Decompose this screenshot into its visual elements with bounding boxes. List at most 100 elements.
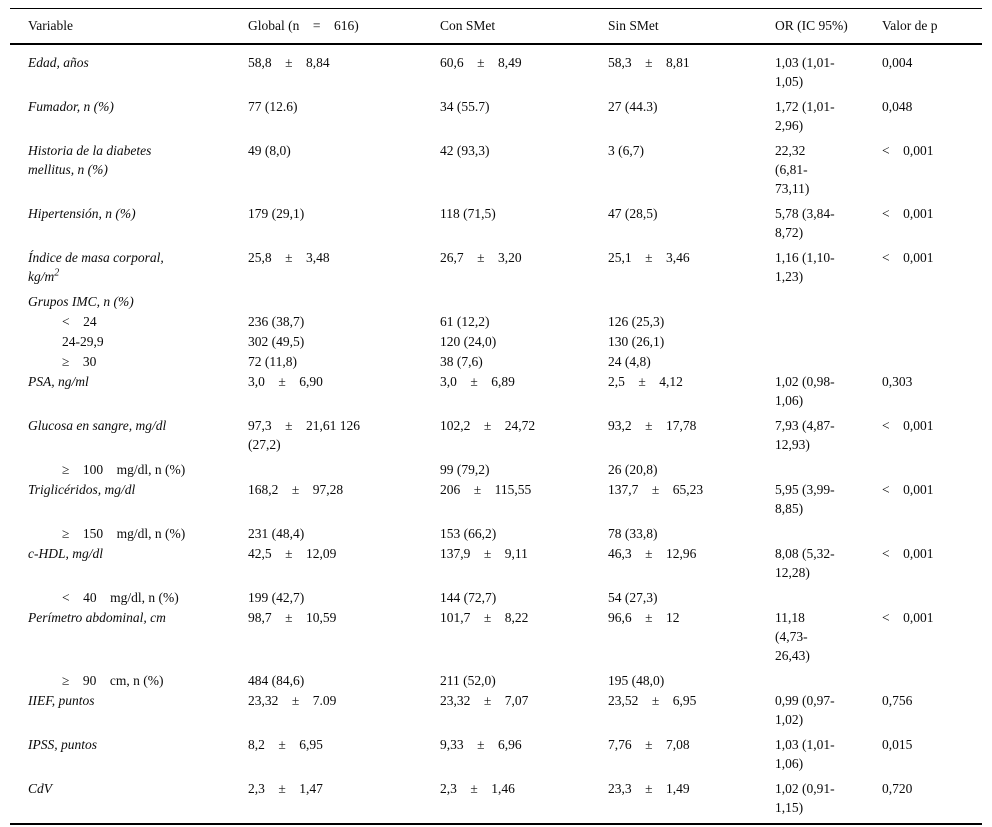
- cell-text: < 0,001: [882, 610, 934, 625]
- cell-text: 54 (27,3): [608, 590, 658, 605]
- variable-cell: ≥ 30: [10, 352, 248, 372]
- cell-text: ≥ 100 mg/dl, n (%): [62, 462, 186, 477]
- cell-text: 22,32 (6,81- 73,11): [775, 143, 810, 196]
- cell-text: 120 (24,0): [440, 334, 497, 349]
- or-cell: 1,02 (0,98- 1,06): [775, 372, 882, 416]
- p-cell: < 0,001: [882, 544, 982, 588]
- con-smet-cell: 38 (7,6): [440, 352, 608, 372]
- cell-text: 101,7 ± 8,22: [440, 610, 529, 625]
- p-cell: [882, 312, 982, 332]
- con-smet-cell: 102,2 ± 24,72: [440, 416, 608, 460]
- cell-text: PSA, ng/ml: [28, 374, 89, 389]
- cell-text: 58,3 ± 8,81: [608, 55, 690, 70]
- table-row: Índice de masa corporal, kg/m2 25,8 ± 3,4…: [10, 248, 982, 292]
- table-row: < 24 236 (38,7) 61 (12,2) 126 (25,3): [10, 312, 982, 332]
- variable-cell: < 24: [10, 312, 248, 332]
- global-cell: 98,7 ± 10,59: [248, 608, 440, 671]
- cell-text: 2,5 ± 4,12: [608, 374, 683, 389]
- cell-text: 0,99 (0,97- 1,02): [775, 693, 835, 727]
- cell-text: Perímetro abdominal, cm: [28, 610, 166, 625]
- variable-cell: c-HDL, mg/dl: [10, 544, 248, 588]
- p-cell: 0,303: [882, 372, 982, 416]
- variable-cell: ≥ 150 mg/dl, n (%): [10, 524, 248, 544]
- p-cell: 0,048: [882, 97, 982, 141]
- column-label: Valor de p: [882, 18, 938, 33]
- cell-text: 102,2 ± 24,72: [440, 418, 536, 433]
- or-cell: [775, 671, 882, 691]
- or-cell: [775, 460, 882, 480]
- p-cell: [882, 352, 982, 372]
- global-cell: [248, 460, 440, 480]
- con-smet-cell: 9,33 ± 6,96: [440, 735, 608, 779]
- cell-text: Glucosa en sangre, mg/dl: [28, 418, 167, 433]
- variable-cell: 24-29,9: [10, 332, 248, 352]
- cell-text: 97,3 ± 21,61 126 (27,2): [248, 418, 361, 452]
- or-cell: [775, 292, 882, 312]
- cell-text: < 0,001: [882, 418, 934, 433]
- global-cell: 23,32 ± 7.09: [248, 691, 440, 735]
- table-row: Fumador, n (%) 77 (12.6) 34 (55.7) 27 (44.3…: [10, 97, 982, 141]
- cell-text: 206 ± 115,55: [440, 482, 532, 497]
- cell-text: 61 (12,2): [440, 314, 490, 329]
- p-cell: < 0,001: [882, 480, 982, 524]
- or-cell: [775, 352, 882, 372]
- cell-text: 126 (25,3): [608, 314, 665, 329]
- cell-text: 23,32 ± 7,07: [440, 693, 529, 708]
- results-table: Variable Global (n = 616) Con SMet Sin S…: [10, 8, 982, 825]
- p-cell: [882, 671, 982, 691]
- cell-text: 137,7 ± 65,23: [608, 482, 704, 497]
- or-cell: 22,32 (6,81- 73,11): [775, 141, 882, 204]
- sin-smet-cell: 3 (6,7): [608, 141, 775, 204]
- table-row: ≥ 100 mg/dl, n (%) 99 (79,2) 26 (20,8): [10, 460, 982, 480]
- cell-text: 23,52 ± 6,95: [608, 693, 697, 708]
- sin-smet-cell: [608, 292, 775, 312]
- p-cell: 0,756: [882, 691, 982, 735]
- column-label: Variable: [28, 18, 73, 33]
- table-row: CdV 2,3 ± 1,47 2,3 ± 1,46 23,3 ± 1,49 1,02 (…: [10, 779, 982, 824]
- cell-text: 78 (33,8): [608, 526, 658, 541]
- cell-text: 137,9 ± 9,11: [440, 546, 528, 561]
- cell-text: < 0,001: [882, 482, 934, 497]
- cell-text: < 0,001: [882, 206, 934, 221]
- p-cell: 0,004: [882, 44, 982, 97]
- cell-text: 231 (48,4): [248, 526, 305, 541]
- variable-cell: Hipertensión, n (%): [10, 204, 248, 248]
- cell-text: 46,3 ± 12,96: [608, 546, 697, 561]
- or-cell: [775, 312, 882, 332]
- table-row: Glucosa en sangre, mg/dl 97,3 ± 21,61 126…: [10, 416, 982, 460]
- cell-text: < 24: [62, 314, 97, 329]
- cell-text: < 0,001: [882, 250, 934, 265]
- cell-text: 49 (8,0): [248, 143, 291, 158]
- global-cell: 168,2 ± 97,28: [248, 480, 440, 524]
- cell-text: 42,5 ± 12,09: [248, 546, 337, 561]
- cell-text: 302 (49,5): [248, 334, 305, 349]
- con-smet-cell: 211 (52,0): [440, 671, 608, 691]
- variable-cell: Edad, años: [10, 44, 248, 97]
- column-header-or-ic95: OR (IC 95%): [775, 8, 882, 45]
- con-smet-cell: 3,0 ± 6,89: [440, 372, 608, 416]
- cell-text: 211 (52,0): [440, 673, 496, 688]
- cell-text: IPSS, puntos: [28, 737, 97, 752]
- global-cell: 77 (12.6): [248, 97, 440, 141]
- con-smet-cell: 144 (72,7): [440, 588, 608, 608]
- global-cell: 8,2 ± 6,95: [248, 735, 440, 779]
- cell-text: 2,3 ± 1,46: [440, 781, 515, 796]
- con-smet-cell: 34 (55.7): [440, 97, 608, 141]
- sin-smet-cell: 137,7 ± 65,23: [608, 480, 775, 524]
- cell-text: 153 (66,2): [440, 526, 497, 541]
- cell-text: 34 (55.7): [440, 99, 490, 114]
- column-header-sin-smet: Sin SMet: [608, 8, 775, 45]
- table-row: IIEF, puntos 23,32 ± 7.09 23,32 ± 7,07 23,5…: [10, 691, 982, 735]
- global-cell: 484 (84,6): [248, 671, 440, 691]
- cell-text: 0,303: [882, 374, 913, 389]
- cell-text: 5,78 (3,84- 8,72): [775, 206, 835, 240]
- p-cell: < 0,001: [882, 248, 982, 292]
- sin-smet-cell: 27 (44.3): [608, 97, 775, 141]
- column-header-global: Global (n = 616): [248, 8, 440, 45]
- sin-smet-cell: 195 (48,0): [608, 671, 775, 691]
- cell-text: 42 (93,3): [440, 143, 490, 158]
- header-row: Variable Global (n = 616) Con SMet Sin S…: [10, 8, 982, 45]
- cell-text: 8,2 ± 6,95: [248, 737, 323, 752]
- or-cell: [775, 588, 882, 608]
- cell-text: 93,2 ± 17,78: [608, 418, 697, 433]
